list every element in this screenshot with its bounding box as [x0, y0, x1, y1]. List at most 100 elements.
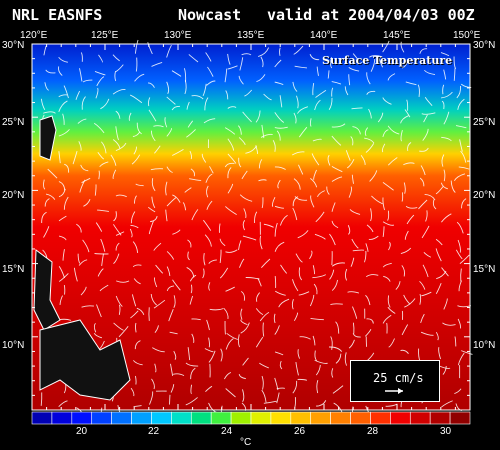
streamline	[291, 299, 294, 310]
streamline	[166, 44, 172, 58]
streamline	[98, 170, 100, 180]
streamline	[188, 54, 199, 63]
streamline	[381, 143, 386, 153]
streamline	[112, 88, 126, 95]
streamline	[345, 150, 351, 161]
streamline	[240, 322, 250, 334]
streamline	[185, 362, 199, 367]
streamline	[435, 186, 444, 195]
streamline	[209, 166, 214, 174]
streamline	[112, 169, 117, 180]
streamline	[332, 385, 344, 394]
streamline	[172, 229, 181, 235]
streamline	[456, 221, 464, 234]
streamline	[153, 299, 166, 309]
streamline	[344, 268, 348, 281]
streamline	[99, 161, 109, 168]
streamline	[419, 177, 425, 187]
streamline	[191, 95, 204, 100]
streamline	[77, 118, 87, 124]
streamline	[442, 365, 447, 375]
streamline	[153, 125, 164, 128]
streamline	[331, 135, 342, 146]
streamline	[387, 306, 396, 314]
streamline	[148, 206, 156, 213]
streamline	[330, 303, 343, 306]
streamline	[83, 199, 91, 207]
streamline	[172, 194, 181, 203]
streamline	[369, 55, 383, 58]
streamline	[220, 348, 223, 362]
streamline	[291, 151, 305, 156]
streamline	[382, 40, 390, 53]
streamline	[238, 374, 246, 380]
streamline	[454, 388, 462, 395]
streamline	[189, 295, 194, 305]
streamline	[225, 206, 237, 215]
streamline	[113, 322, 124, 331]
streamline	[154, 277, 158, 288]
streamline	[435, 282, 442, 295]
streamline	[227, 53, 231, 65]
luzon-land	[33, 249, 61, 331]
streamline	[166, 166, 173, 173]
streamline	[443, 69, 447, 80]
streamline	[382, 221, 395, 226]
streamline	[274, 351, 284, 356]
streamline	[382, 181, 394, 191]
taiwan-land	[39, 115, 57, 161]
lon-label: 150°E	[453, 30, 481, 41]
streamline	[457, 352, 465, 366]
streamline	[59, 295, 63, 305]
source-title: NRL EASNFS	[12, 6, 103, 24]
streamline	[79, 179, 86, 193]
streamline	[459, 139, 463, 152]
streamline	[326, 186, 330, 195]
streamline	[150, 215, 158, 223]
streamline	[166, 96, 176, 105]
streamline	[150, 168, 164, 171]
streamline	[227, 167, 232, 179]
streamline	[274, 377, 279, 391]
streamline	[172, 149, 184, 156]
streamline	[165, 209, 168, 222]
streamline	[182, 202, 187, 211]
streamline	[186, 101, 190, 110]
streamline	[206, 200, 213, 210]
streamline	[135, 183, 144, 187]
streamline	[310, 195, 315, 208]
streamline	[148, 220, 154, 235]
streamline	[190, 284, 193, 294]
streamline	[149, 391, 154, 405]
streamline	[329, 233, 336, 246]
streamline	[315, 90, 327, 98]
streamline	[261, 389, 267, 403]
streamline	[370, 58, 376, 72]
streamline	[401, 265, 405, 277]
streamline	[388, 338, 395, 348]
streamline	[241, 53, 252, 56]
streamline	[227, 153, 237, 164]
streamline	[420, 165, 426, 176]
streamline	[238, 75, 244, 85]
streamline	[364, 127, 369, 137]
streamline	[317, 190, 325, 198]
streamline	[189, 274, 197, 282]
streamline	[62, 249, 65, 261]
streamline	[237, 334, 240, 348]
streamline	[172, 279, 181, 291]
streamline	[366, 224, 374, 233]
streamline	[327, 154, 331, 166]
streamline	[274, 241, 285, 252]
streamline	[134, 195, 137, 204]
streamline	[112, 54, 120, 62]
streamline	[422, 264, 429, 278]
streamline	[263, 93, 272, 101]
streamline	[365, 294, 371, 306]
streamline	[292, 196, 299, 207]
streamline	[166, 81, 170, 95]
streamline	[255, 110, 261, 123]
streamline	[255, 336, 264, 348]
streamline	[344, 352, 347, 366]
streamline	[400, 41, 405, 53]
